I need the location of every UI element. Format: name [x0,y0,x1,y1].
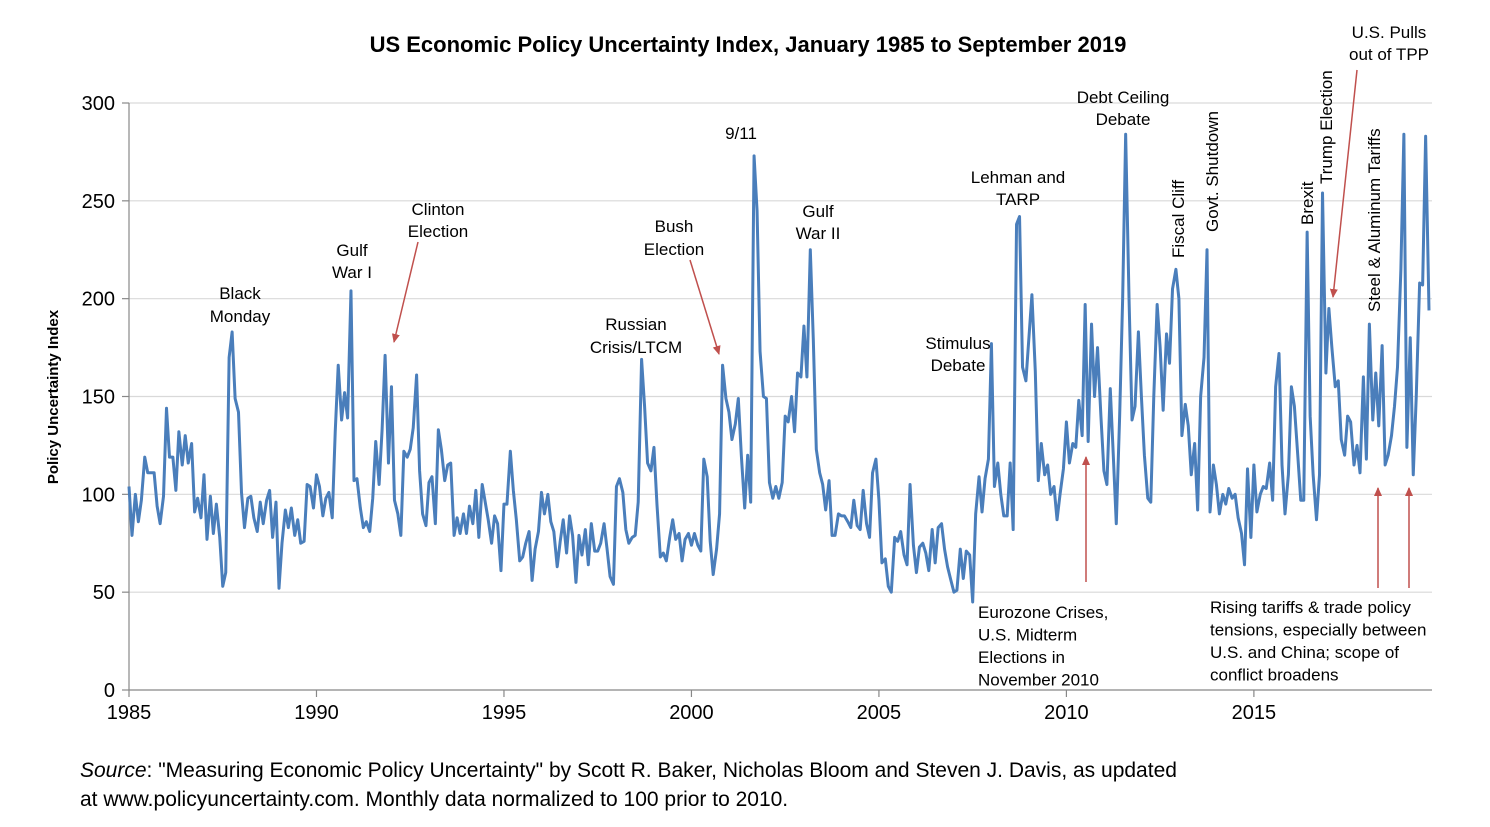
annotation: Election [408,222,468,241]
annotation: Debt Ceiling [1077,88,1170,107]
annotation: U.S. Midterm [978,626,1077,645]
annotation: tensions, especially between [1210,621,1426,640]
annotation: November 2010 [978,671,1099,690]
annotation: out of TPP [1349,45,1429,64]
x-tick-label: 2015 [1232,702,1277,724]
x-tick-label: 2010 [1044,702,1089,724]
annotations: Black Monday Gulf War I Clinton Election Russi… [210,23,1429,690]
annotation: Brexit [1298,181,1317,225]
y-tick-label: 100 [82,484,115,506]
source-note: at www.policyuncertainty.com. Monthly da… [80,788,788,811]
annotation: Russian [605,315,666,334]
plot [127,132,1431,604]
grid [129,102,1432,593]
arrow [391,241,419,343]
x-tick-label: 2000 [669,702,714,724]
data-line [127,132,1431,604]
chart-title: US Economic Policy Uncertainty Index, Ja… [370,32,1127,57]
source-text: : "Measuring Economic Policy Uncertainty… [147,759,1177,782]
annotation: Crisis/LTCM [590,338,682,357]
annotation: Trump Election [1317,70,1336,184]
y-tick-label: 150 [82,387,115,409]
y-tick-label: 300 [82,93,115,115]
x-tick-label: 1985 [107,702,152,724]
y-tick-label: 0 [104,680,115,702]
annotation: Rising tariffs & trade policy [1210,598,1411,617]
y-tick-label: 250 [82,191,115,213]
annotation: Clinton [412,200,465,219]
x-tick-label: 1990 [294,702,339,724]
annotation: Gulf [336,241,367,260]
annotation: Fiscal Cliff [1169,180,1188,258]
annotation: Govt. Shutdown [1203,111,1222,232]
arrow [1329,69,1358,298]
annotation: War II [796,224,841,243]
annotation: U.S. Pulls [1352,23,1427,42]
y-axis-label: Policy Uncertainty Index [45,309,62,484]
annotation: Election [644,240,704,259]
source-note: Source: "Measuring Economic Policy Uncer… [80,759,1177,782]
annotation: Bush [655,217,694,236]
arrow [689,259,721,355]
annotation: Eurozone Crises, [978,603,1108,622]
annotation: Steel & Aluminum Tariffs [1365,128,1384,312]
annotation: Lehman and [971,168,1066,187]
axes: 0 50 100 150 200 250 300 1985 1990 1995 2000 2005 20… [82,93,1432,724]
x-tick-label: 2005 [857,702,902,724]
source-label: Source [80,759,147,782]
annotation: War I [332,263,372,282]
annotation: Monday [210,307,271,326]
annotation: Debate [931,356,986,375]
y-tick-label: 200 [82,289,115,311]
x-tick-label: 1995 [482,702,527,724]
annotation: Black [219,284,261,303]
y-tick-label: 50 [93,582,115,604]
annotation: Stimulus [925,334,990,353]
annotation: U.S. and China; scope of [1210,643,1399,662]
annotation: Gulf [802,202,833,221]
annotation: TARP [996,190,1040,209]
annotation: conflict broadens [1210,666,1339,685]
annotation: Debate [1096,110,1151,129]
annotation: 9/11 [725,124,757,143]
annotation: Elections in [978,648,1065,667]
